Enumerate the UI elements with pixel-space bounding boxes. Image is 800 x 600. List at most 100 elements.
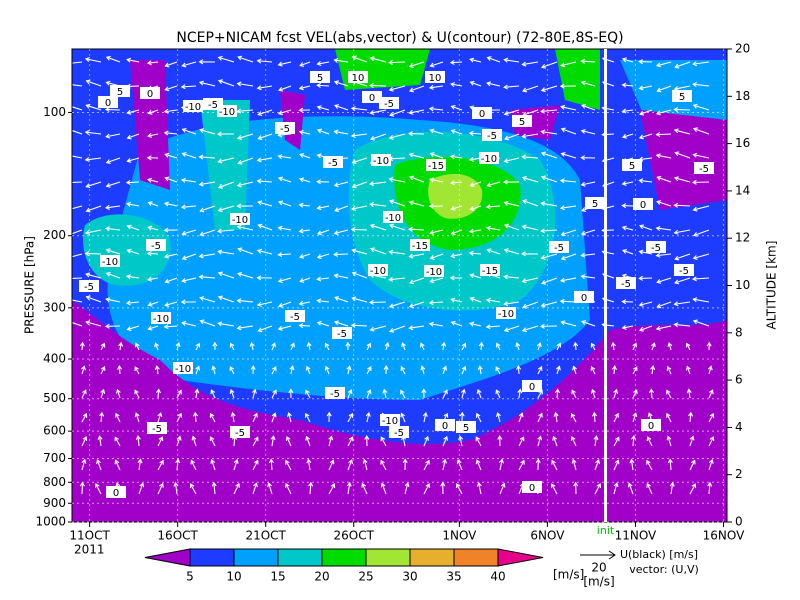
wind-vector — [673, 107, 691, 113]
wind-vector — [217, 271, 235, 279]
wind-vector — [638, 301, 653, 307]
y2-tick-label: 18 — [735, 89, 750, 103]
wind-vector — [442, 389, 448, 399]
contour-label: 0 — [105, 98, 111, 109]
wind-vector — [521, 133, 539, 139]
wind-vector — [613, 412, 619, 423]
wind-vector — [334, 104, 349, 111]
wind-vector — [638, 109, 653, 116]
y-tick-label: 200 — [43, 228, 66, 242]
wind-vector — [388, 85, 406, 92]
wind-vector — [556, 342, 562, 351]
wind-vector — [495, 411, 501, 423]
wind-vector — [257, 133, 273, 141]
wind-vector — [656, 85, 672, 93]
contour-label: -10 — [426, 267, 442, 278]
wind-vector — [560, 320, 577, 327]
wind-vector — [362, 458, 368, 471]
wind-vector — [384, 341, 390, 351]
wind-vector — [503, 248, 520, 255]
colorbar-segment — [144, 548, 191, 567]
wind-vector — [459, 411, 465, 423]
wind-vector — [198, 181, 216, 187]
contour-label-bg — [585, 197, 605, 209]
wind-vector — [251, 388, 257, 399]
contour-label: 5 — [317, 73, 323, 84]
wind-vector — [181, 61, 197, 68]
wind-vector — [72, 229, 83, 235]
contour-label-bg — [383, 211, 403, 223]
wind-vector — [535, 458, 541, 471]
wind-vector — [277, 225, 292, 231]
wind-vector — [289, 365, 295, 375]
wind-vector — [304, 412, 311, 423]
y-tick-label: 500 — [43, 391, 66, 405]
wind-vector — [667, 458, 673, 471]
wind-vector — [146, 276, 159, 282]
wind-vector — [180, 84, 197, 90]
wind-vector — [316, 128, 330, 135]
wind-vector — [346, 481, 352, 495]
wind-vector — [257, 109, 273, 117]
wind-vector — [486, 181, 501, 188]
wind-vector — [114, 436, 121, 447]
wind-vector — [257, 200, 273, 207]
wind-vector — [621, 180, 634, 186]
wind-vector — [408, 253, 425, 259]
colorbar-segment — [409, 548, 455, 567]
wind-vector — [72, 129, 83, 135]
wind-vector — [72, 84, 83, 87]
wind-vector — [126, 133, 140, 140]
wind-vector — [326, 411, 332, 423]
wind-vector — [388, 249, 406, 255]
wind-vector — [333, 273, 349, 279]
wind-vector — [554, 388, 560, 399]
wind-vector — [442, 435, 448, 447]
wind-vector — [388, 223, 406, 231]
wind-vector — [285, 482, 292, 495]
wind-vector — [199, 205, 216, 213]
wind-vector — [81, 458, 87, 471]
wind-vector — [429, 152, 444, 159]
wind-vector — [191, 435, 197, 447]
wind-vector — [192, 411, 199, 423]
wind-vector — [692, 152, 710, 159]
x-tick-label: 26OCT — [334, 529, 375, 543]
wind-vector — [277, 109, 292, 116]
wind-vector — [237, 247, 254, 255]
wind-vector — [495, 366, 501, 375]
contour-label: -15 — [428, 161, 444, 172]
wind-vector — [333, 181, 349, 188]
wind-vector — [580, 80, 596, 87]
wind-vector — [270, 435, 276, 447]
contour-label-bg — [549, 241, 569, 253]
wind-vector — [450, 82, 463, 88]
contour-label-bg — [389, 426, 409, 438]
wind-vector — [429, 128, 444, 135]
wind-vector — [173, 481, 179, 495]
wind-vector — [236, 81, 254, 87]
colorbar-segment — [189, 548, 235, 567]
wind-vector — [400, 389, 406, 399]
wind-vector — [503, 301, 520, 307]
wind-vector — [503, 325, 520, 333]
wind-vector — [351, 248, 368, 255]
wind-vector — [237, 271, 254, 279]
wind-vector — [638, 249, 653, 255]
wind-vector — [674, 61, 691, 69]
wind-vector — [632, 389, 638, 399]
colorbar-unit: [m/s] — [553, 568, 584, 582]
wind-vector — [429, 229, 444, 235]
y2-tick-label: 14 — [735, 183, 750, 197]
wind-vector — [537, 365, 543, 375]
wind-vector — [686, 388, 692, 399]
wind-vector — [655, 131, 672, 138]
wind-vector — [217, 321, 235, 327]
contour-label: -5 — [679, 266, 689, 277]
wind-vector — [423, 483, 430, 495]
wind-vector — [125, 274, 140, 280]
wind-vector — [648, 388, 654, 399]
wind-vector — [277, 277, 292, 284]
wind-vector — [692, 205, 710, 212]
wind-vector — [345, 341, 351, 351]
